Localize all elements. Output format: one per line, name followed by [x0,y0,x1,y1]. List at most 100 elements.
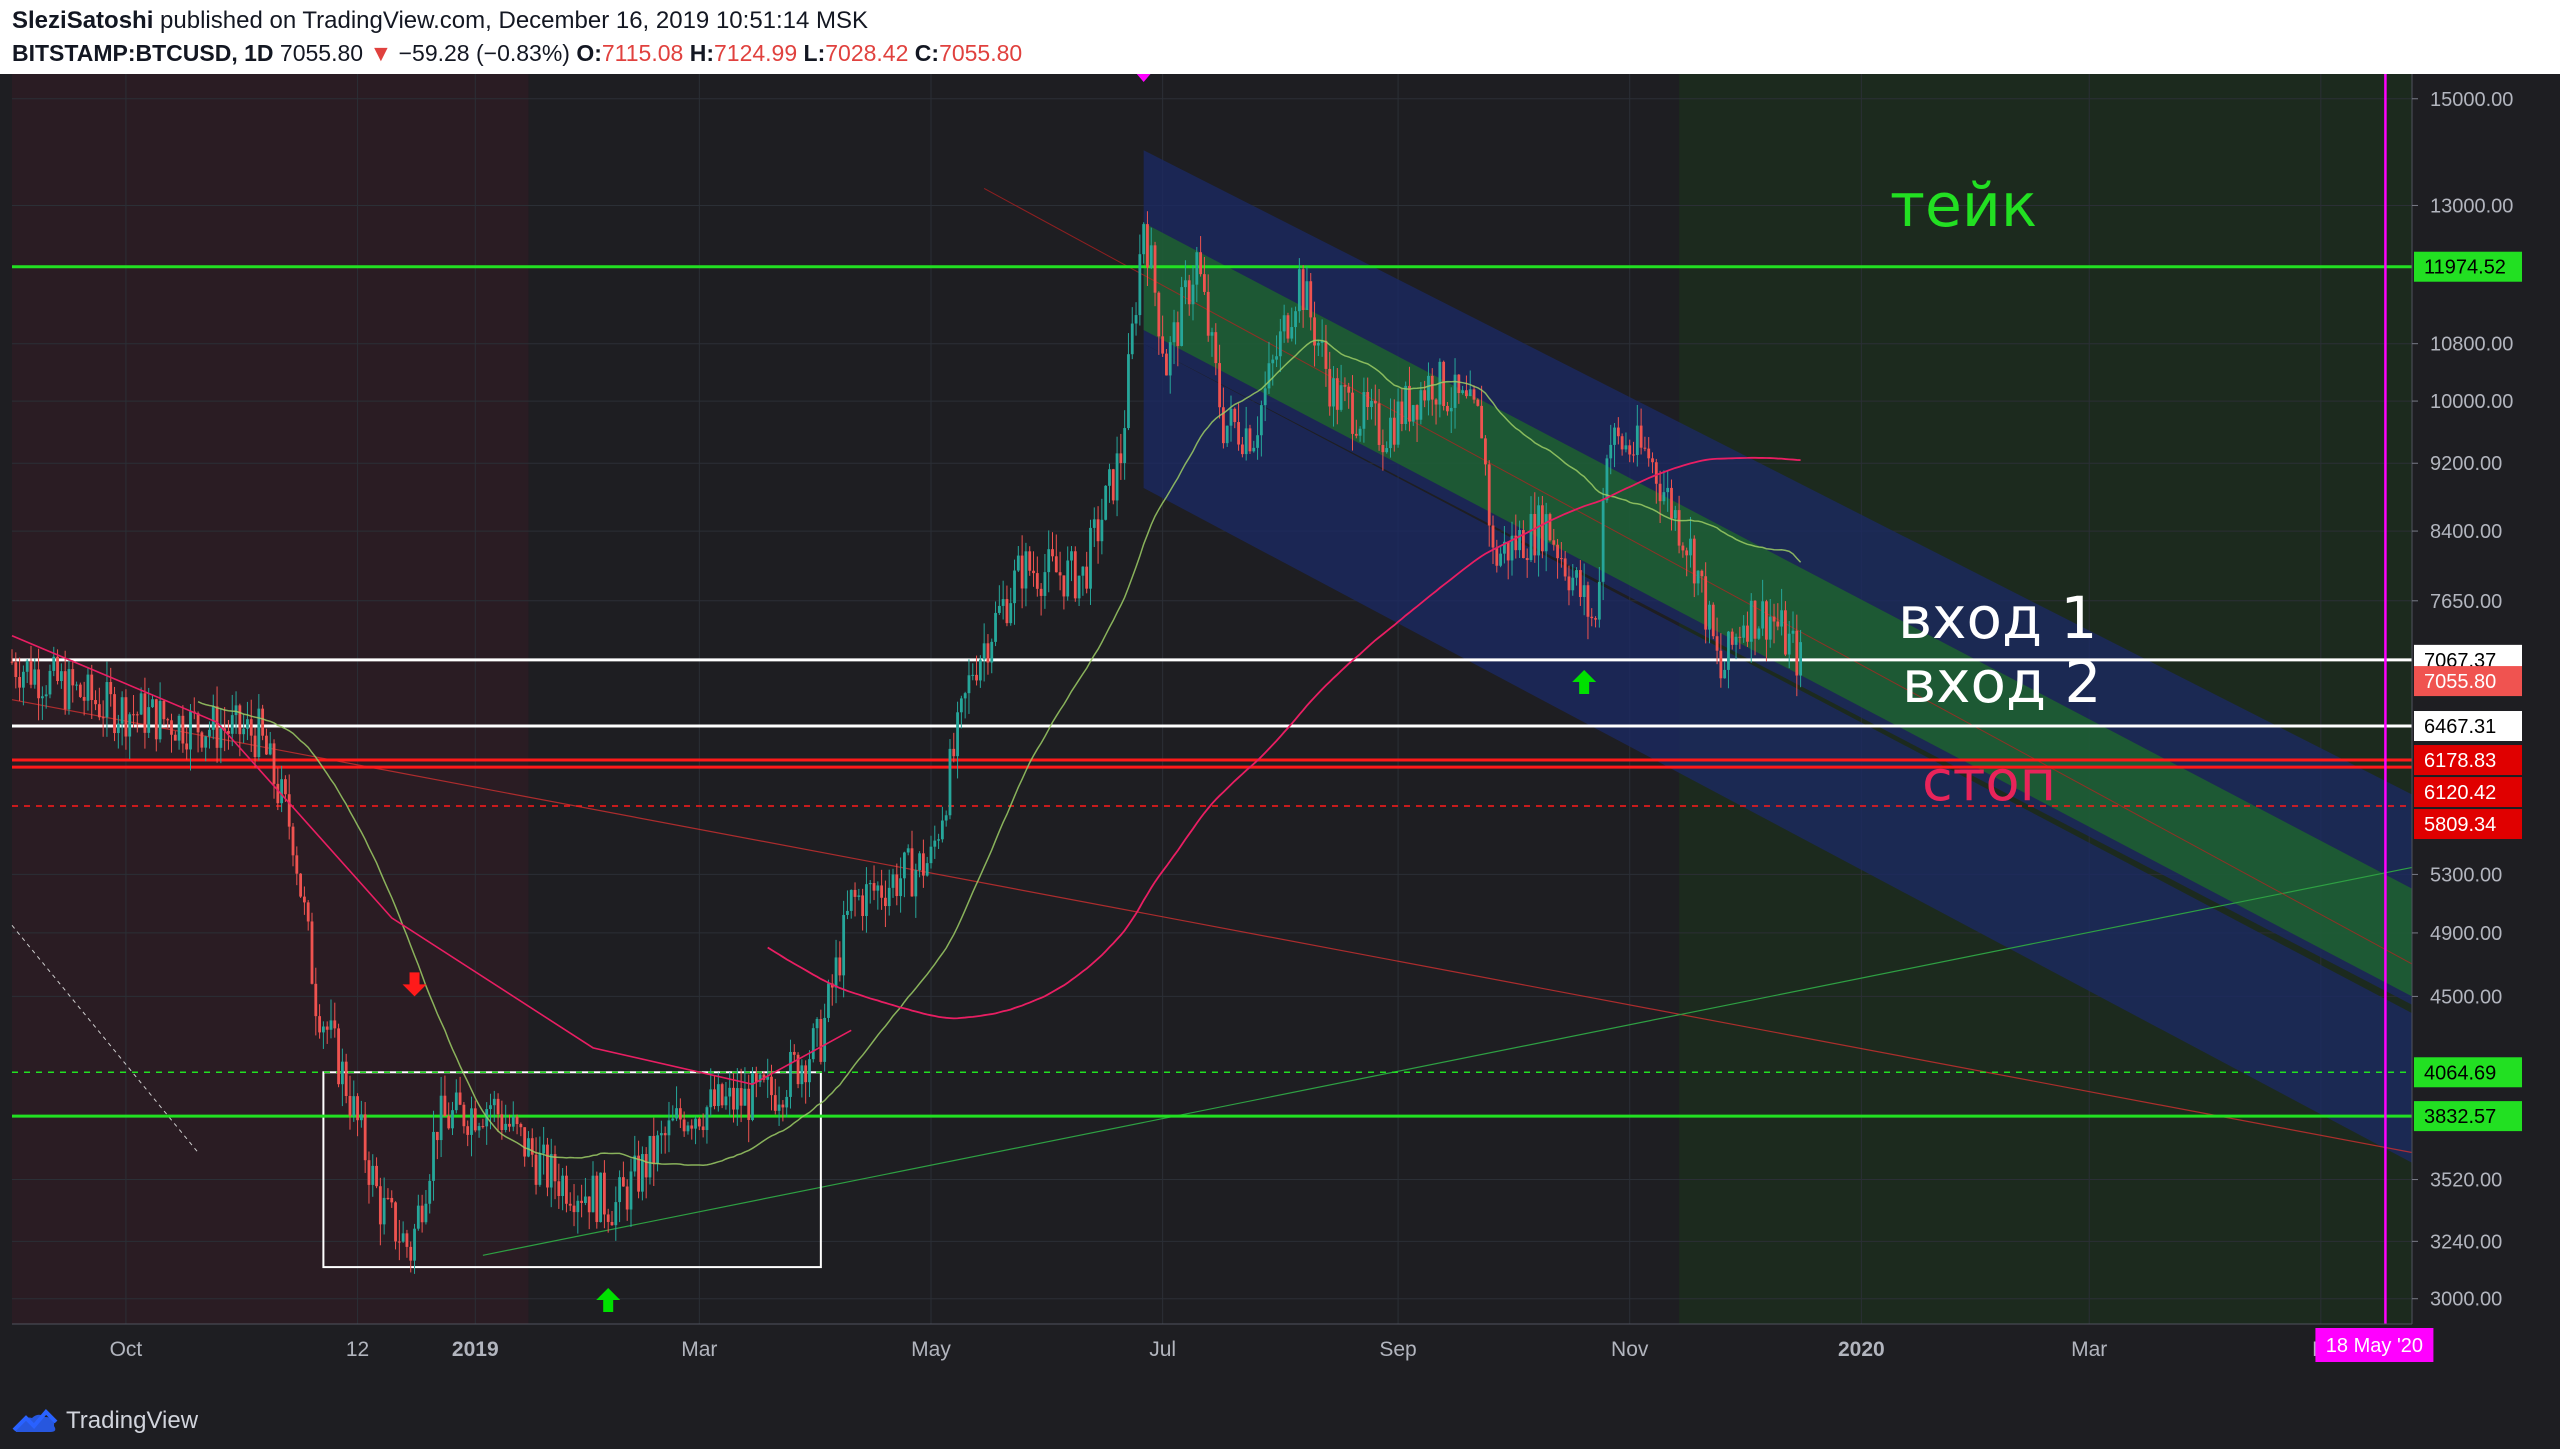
candle-body [1624,445,1628,450]
candle-body [1123,428,1127,464]
candle-body [1282,315,1286,332]
dotted-trend-line [11,925,199,1153]
price-tick-label: 5300.00 [2430,864,2502,886]
candle-body [1552,540,1556,545]
chart-area[interactable]: тейк вход 1 вход 2 стоп 15000.00 13000.00 1080… [0,74,2560,1449]
candle-body [439,1095,443,1141]
candle-body [1032,570,1035,574]
candle-body [1518,530,1521,551]
candle-body [659,1133,663,1136]
candle-body [1172,322,1176,343]
candle-body [1465,390,1468,397]
candle-body [827,983,830,1018]
candle-body [124,697,128,737]
candle-body [1165,353,1168,376]
candle-body [1343,385,1347,387]
candle-body [1366,392,1370,408]
candle-body [546,1144,549,1188]
candle-body [1392,417,1396,445]
candle-body [694,1118,697,1129]
candle-body [1332,378,1335,407]
candle-body [508,1123,511,1127]
candle-body [625,1186,629,1210]
candle-body [466,1126,470,1135]
candle-body [139,693,143,715]
candle-body [1651,458,1654,463]
annotation-label: стоп [1922,749,2056,814]
candle-body [584,1196,587,1204]
candle-body [1256,435,1259,448]
price-tick-label: 3240.00 [2430,1231,2502,1253]
candle-body [261,708,265,736]
candle-body [1461,390,1465,394]
candle-body [1503,541,1506,554]
candle-body [1442,361,1446,406]
candle-body [113,694,116,734]
moving-average-200 [767,456,1801,1020]
candle-body [1066,560,1070,597]
candle-body [1085,566,1089,589]
candle-body [151,699,154,708]
candle-body [781,1104,785,1108]
candle-body [565,1175,568,1204]
price-tick-label: 8400.00 [2430,521,2502,543]
tradingview-logo[interactable]: TradingView [12,1407,198,1435]
candle-body [997,605,1001,613]
candle-body [318,1016,321,1033]
candle-body [215,706,219,748]
candle-body [1654,462,1658,484]
candle-body [1662,492,1666,502]
candle-body [1221,407,1225,444]
candle-body [135,714,139,716]
candle-body [394,1202,397,1242]
candle-body [1161,336,1165,354]
annotation-label: вход 1 [1898,584,2097,652]
candle-body [1191,284,1195,305]
candle-body [1753,600,1757,639]
candle-body [359,1114,363,1121]
candle-body [1385,448,1389,453]
candle-body [1214,332,1218,364]
candle-body [234,705,238,716]
candle-body [572,1205,576,1213]
candle-body [162,700,166,720]
candle-body [242,728,246,735]
publisher-line: SleziSatoshi published on TradingView.co… [12,6,868,36]
candle-body [891,874,895,888]
candle-body [1563,558,1567,577]
candle-body [1787,633,1791,655]
candle-body [713,1089,716,1107]
candle-body [1537,505,1540,556]
candle-body [208,729,211,737]
candle-body [823,1017,827,1062]
candle-body [1472,389,1476,400]
candle-body [196,713,200,733]
candle-body [785,1096,789,1108]
candle-body [937,839,940,841]
price-tick-label: 4500.00 [2430,986,2502,1008]
candle-body [1218,363,1221,408]
price-tick-label: 10800.00 [2430,334,2513,356]
candle-body [921,853,925,876]
candle-body [378,1186,382,1225]
price-tick-label: 4900.00 [2430,923,2502,945]
candle-body [1005,599,1009,624]
candle-body [686,1125,690,1132]
candle-body [1320,340,1324,343]
candle-body [678,1108,682,1120]
candle-body [1111,469,1115,501]
candle-body [884,897,887,907]
candle-body [720,1084,724,1106]
author-name[interactable]: SleziSatoshi [12,7,154,34]
symbol-label[interactable]: BITSTAMP:BTCUSD, 1D [12,40,274,66]
candle-body [610,1221,614,1226]
candle-body [1225,425,1229,444]
candle-body [1480,405,1484,439]
candle-body [90,674,94,701]
candle-body [306,902,310,922]
candle-body [1297,269,1301,312]
candle-body [1666,487,1670,493]
candle-body [561,1175,565,1197]
candle-body [18,676,21,688]
